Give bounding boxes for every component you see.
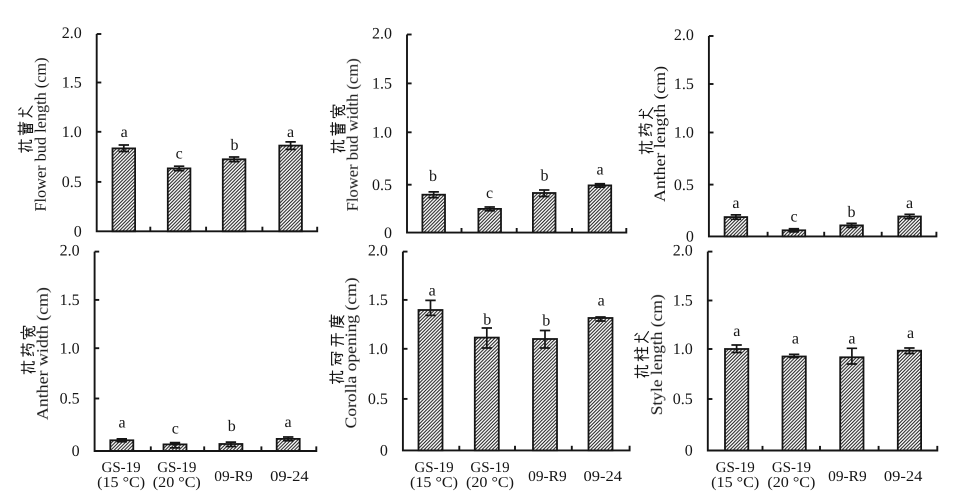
svg-text:b: b <box>483 311 491 328</box>
svg-text:1.0: 1.0 <box>372 125 392 142</box>
svg-text:0: 0 <box>72 443 80 460</box>
svg-text:b: b <box>231 137 239 154</box>
svg-text:(20 °C): (20 °C) <box>767 475 815 491</box>
svg-text:2.0: 2.0 <box>60 242 80 259</box>
svg-text:GS-19: GS-19 <box>102 460 141 476</box>
svg-text:GS-19: GS-19 <box>157 460 196 476</box>
svg-text:1.5: 1.5 <box>60 292 80 309</box>
svg-text:a: a <box>121 124 128 141</box>
svg-text:b: b <box>542 312 550 329</box>
svg-text:GS-19: GS-19 <box>470 460 509 476</box>
svg-text:a: a <box>429 283 436 300</box>
svg-text:a: a <box>732 195 739 212</box>
svg-text:2.0: 2.0 <box>62 25 82 42</box>
svg-text:1.0: 1.0 <box>673 341 693 358</box>
svg-text:Style length (cm): Style length (cm) <box>649 294 666 415</box>
svg-text:Anther width (cm): Anther width (cm) <box>35 287 52 420</box>
svg-text:a: a <box>598 293 605 310</box>
svg-text:1.0: 1.0 <box>62 124 82 141</box>
svg-text:0.5: 0.5 <box>372 177 392 194</box>
svg-text:b: b <box>848 204 856 221</box>
svg-text:Flower bud width (cm): Flower bud width (cm) <box>345 58 362 211</box>
svg-text:1.5: 1.5 <box>673 293 693 310</box>
svg-text:c: c <box>172 421 179 438</box>
svg-text:c: c <box>790 209 797 226</box>
svg-text:c: c <box>486 185 493 202</box>
svg-text:a: a <box>848 330 855 347</box>
svg-text:2.0: 2.0 <box>372 25 392 42</box>
svg-text:(15 °C): (15 °C) <box>711 475 759 491</box>
svg-text:a: a <box>907 325 914 342</box>
svg-text:GS-19: GS-19 <box>414 460 453 476</box>
svg-text:0.5: 0.5 <box>62 174 82 191</box>
svg-text:GS-19: GS-19 <box>716 460 755 476</box>
svg-text:1.5: 1.5 <box>372 76 392 93</box>
svg-text:09-R9: 09-R9 <box>214 469 253 485</box>
svg-text:0.5: 0.5 <box>368 391 388 408</box>
svg-text:1.5: 1.5 <box>674 76 694 93</box>
svg-text:0: 0 <box>686 229 694 246</box>
svg-text:Corolla opening (cm): Corolla opening (cm) <box>343 277 360 428</box>
svg-text:0.5: 0.5 <box>673 391 693 408</box>
svg-text:(20 °C): (20 °C) <box>153 475 201 491</box>
svg-text:(15 °C): (15 °C) <box>97 475 145 491</box>
svg-text:b: b <box>429 168 437 185</box>
svg-text:a: a <box>118 414 125 431</box>
svg-text:0.5: 0.5 <box>60 391 80 408</box>
svg-text:a: a <box>287 124 294 141</box>
svg-text:1.5: 1.5 <box>368 292 388 309</box>
svg-text:09-24: 09-24 <box>884 469 923 485</box>
svg-text:09-24: 09-24 <box>270 469 309 485</box>
svg-text:a: a <box>792 330 799 347</box>
svg-text:1.0: 1.0 <box>368 341 388 358</box>
svg-text:1.0: 1.0 <box>674 125 694 142</box>
svg-text:2.0: 2.0 <box>674 27 694 44</box>
svg-text:1.5: 1.5 <box>62 75 82 92</box>
svg-text:Anther length (cm): Anther length (cm) <box>652 66 669 202</box>
svg-text:09-R9: 09-R9 <box>828 469 867 485</box>
svg-text:a: a <box>596 162 603 179</box>
svg-text:(20 °C): (20 °C) <box>466 475 514 491</box>
svg-text:0: 0 <box>380 443 388 460</box>
svg-text:09-R9: 09-R9 <box>528 469 567 485</box>
svg-text:c: c <box>176 146 183 163</box>
svg-text:0.5: 0.5 <box>674 177 694 194</box>
svg-text:1.0: 1.0 <box>60 340 80 357</box>
svg-text:Flower bud length (cm): Flower bud length (cm) <box>33 58 50 212</box>
svg-text:b: b <box>228 418 236 435</box>
svg-text:GS-19: GS-19 <box>772 460 811 476</box>
svg-text:2.0: 2.0 <box>368 242 388 259</box>
svg-text:2.0: 2.0 <box>673 242 693 259</box>
svg-text:0: 0 <box>74 224 82 241</box>
svg-text:a: a <box>285 414 292 431</box>
svg-text:a: a <box>733 323 740 340</box>
svg-text:0: 0 <box>384 225 392 242</box>
svg-text:0: 0 <box>685 443 693 460</box>
svg-text:a: a <box>906 195 913 212</box>
svg-text:09-24: 09-24 <box>584 469 623 485</box>
svg-text:b: b <box>541 168 549 185</box>
svg-text:(15 °C): (15 °C) <box>410 475 458 491</box>
